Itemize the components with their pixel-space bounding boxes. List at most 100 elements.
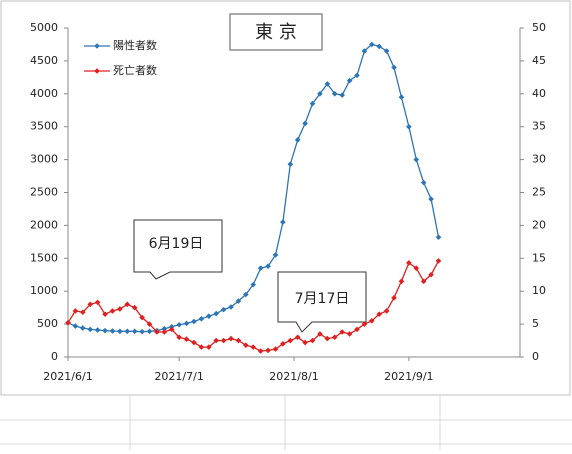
data-point <box>183 320 190 327</box>
data-point <box>257 348 264 354</box>
data-point <box>139 314 145 321</box>
data-point <box>346 77 353 84</box>
y-tick-label: 500 <box>37 317 58 330</box>
y-tick-label: 4500 <box>30 54 58 67</box>
data-point <box>191 339 197 346</box>
data-point <box>398 94 405 100</box>
data-point <box>146 321 153 327</box>
data-point <box>324 81 331 87</box>
data-point <box>406 260 412 266</box>
data-point <box>87 326 94 333</box>
data-point <box>176 334 182 341</box>
data-point <box>272 346 279 352</box>
y-tick-label: 5000 <box>30 21 58 34</box>
data-point <box>94 299 101 306</box>
data-point <box>376 311 383 318</box>
data-point <box>391 294 397 301</box>
data-point <box>287 337 294 344</box>
y-tick-label: 2500 <box>30 186 58 199</box>
y-tick-label: 3500 <box>30 120 58 133</box>
data-point <box>331 91 338 97</box>
data-point <box>176 321 182 328</box>
data-point <box>102 311 108 318</box>
x-tick-label: 2021/8/1 <box>269 370 318 383</box>
data-point <box>413 156 420 163</box>
y-tick-label: 2000 <box>30 218 58 231</box>
data-point <box>420 179 427 186</box>
data-point <box>146 328 153 335</box>
y2-tick-label: 5 <box>532 317 539 330</box>
data-point <box>265 347 271 354</box>
data-point <box>72 323 79 329</box>
data-point <box>265 263 271 269</box>
data-point <box>154 329 160 335</box>
data-point <box>369 41 375 48</box>
data-point <box>213 310 219 317</box>
chart-title: 東 京 <box>255 22 297 43</box>
data-point <box>346 331 353 337</box>
y2-tick-label: 50 <box>532 21 546 34</box>
data-point <box>369 318 375 324</box>
legend-label: 陽性者数 <box>113 38 157 52</box>
y-tick-label: 0 <box>51 350 58 363</box>
y2-tick-label: 30 <box>532 153 546 166</box>
data-point <box>339 329 345 335</box>
data-point <box>420 278 427 285</box>
data-point <box>117 328 123 335</box>
data-point <box>294 137 301 143</box>
data-point <box>361 48 368 54</box>
x-tick-label: 2021/6/1 <box>43 370 92 383</box>
data-point <box>94 327 101 333</box>
data-point <box>198 316 205 322</box>
y-tick-label: 1000 <box>30 284 58 297</box>
data-point <box>317 91 323 97</box>
data-point <box>228 335 234 342</box>
data-point <box>198 344 205 350</box>
data-point <box>272 252 279 258</box>
callout <box>277 271 367 333</box>
data-point <box>324 335 331 342</box>
data-point <box>361 321 368 327</box>
y2-tick-label: 40 <box>532 87 546 100</box>
data-point <box>294 334 301 341</box>
data-point <box>280 219 286 225</box>
data-point <box>287 161 294 168</box>
data-point <box>191 318 197 325</box>
data-point <box>383 308 390 314</box>
data-point <box>139 328 145 335</box>
y-tick-label: 4000 <box>30 87 58 100</box>
data-point <box>183 336 190 343</box>
data-point <box>435 234 442 241</box>
data-point <box>80 309 86 316</box>
y2-tick-label: 25 <box>532 186 546 199</box>
data-point <box>131 304 138 311</box>
data-point <box>331 334 338 341</box>
data-point <box>398 278 405 285</box>
callout <box>133 219 223 280</box>
data-point <box>220 337 227 344</box>
legend-label: 死亡者数 <box>113 63 157 77</box>
data-point <box>87 301 94 308</box>
x-tick-label: 2021/7/1 <box>154 370 203 383</box>
data-point <box>428 271 434 278</box>
data-point <box>280 341 286 347</box>
y2-tick-label: 10 <box>532 284 546 297</box>
data-point <box>383 48 390 54</box>
data-point <box>109 328 116 334</box>
data-point <box>161 329 168 335</box>
data-point <box>243 291 249 298</box>
data-point <box>317 331 323 337</box>
data-point <box>391 64 397 71</box>
data-point <box>339 92 345 98</box>
data-point <box>235 298 242 304</box>
data-point <box>250 281 257 288</box>
data-point <box>309 337 316 344</box>
legend-marker <box>94 68 100 74</box>
data-point <box>72 308 79 314</box>
data-point <box>65 319 71 326</box>
data-point <box>228 304 234 310</box>
data-point <box>354 72 360 79</box>
data-point <box>124 301 131 308</box>
y2-tick-label: 35 <box>532 120 546 133</box>
data-point <box>205 313 212 320</box>
